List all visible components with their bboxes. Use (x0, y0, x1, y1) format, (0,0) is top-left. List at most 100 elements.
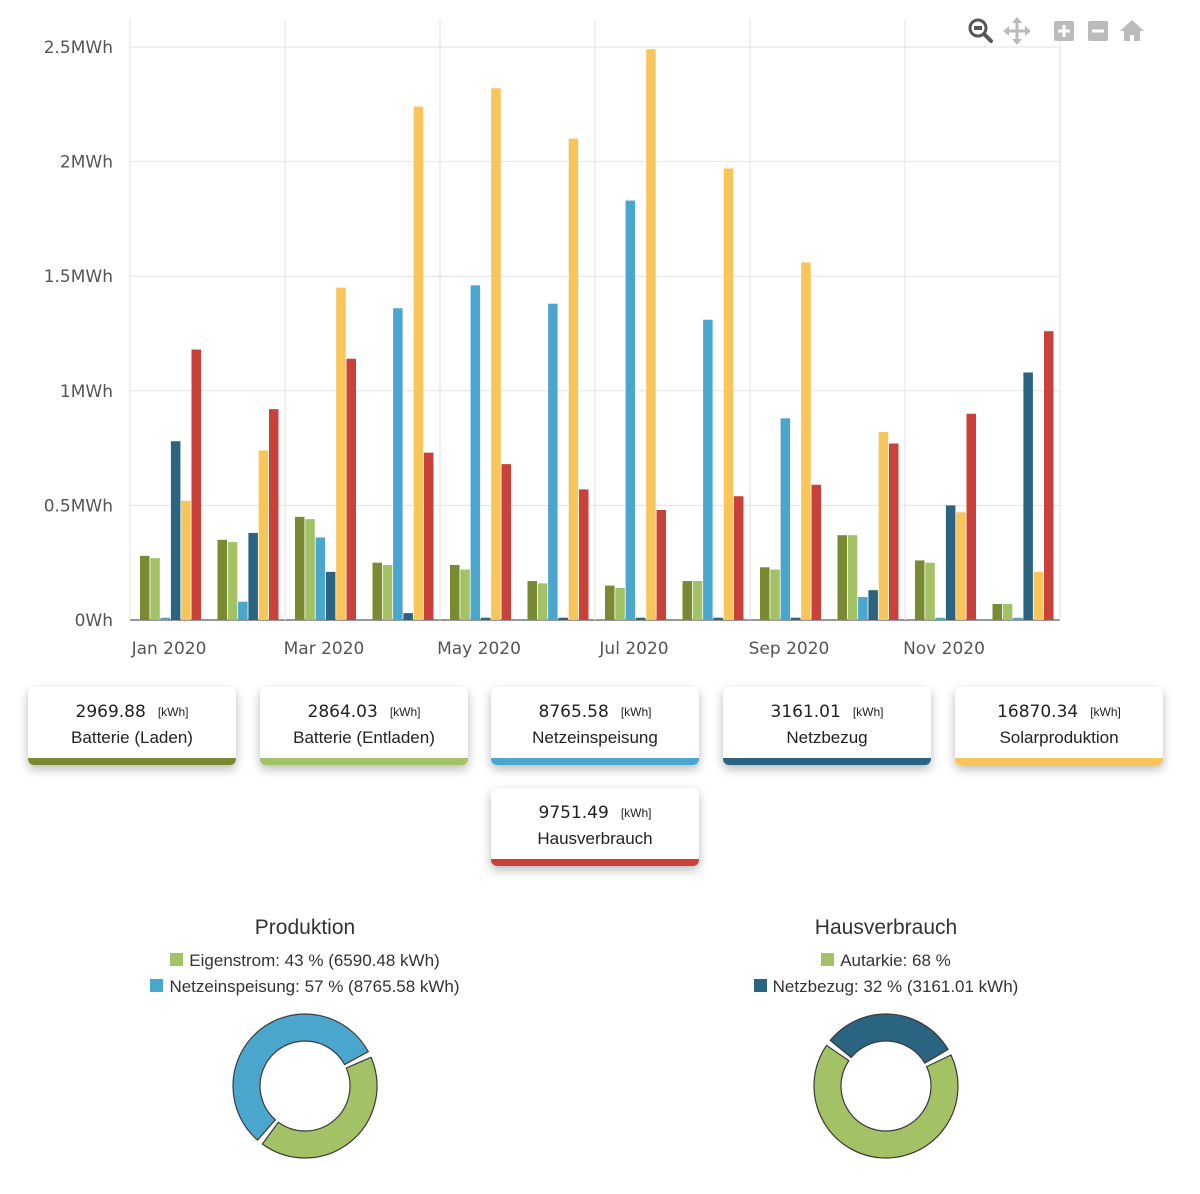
bar-netzbezug-5[interactable] (558, 617, 568, 620)
bar-batterie-entladen--4[interactable] (460, 569, 470, 620)
bar-batterie-entladen--3[interactable] (382, 564, 393, 620)
donut-slice-autarkie[interactable] (813, 1044, 959, 1159)
bar-netzbezug-11[interactable] (1023, 372, 1033, 620)
bar-batterie-laden--1[interactable] (217, 539, 228, 620)
legend-item-netzeinspeisung[interactable]: Netzeinspeisung: 57 % (8765.58 kWh) (125, 974, 485, 1000)
bar-hausverbrauch-8[interactable] (811, 484, 822, 620)
zoom-icon[interactable] (965, 16, 995, 46)
card-color-bar (491, 758, 699, 765)
bar-batterie-entladen--5[interactable] (537, 583, 548, 620)
bar-netzbezug-8[interactable] (790, 617, 801, 620)
legend-label: Eigenstrom: 43 % (6590.48 kWh) (189, 951, 440, 970)
zoom-out-icon[interactable] (1083, 16, 1113, 46)
bar-solarproduktion-9[interactable] (878, 432, 889, 620)
bar-netzeinspeisung-10[interactable] (935, 617, 946, 620)
bar-netzeinspeisung-9[interactable] (858, 597, 868, 620)
bar-solarproduktion-3[interactable] (413, 106, 424, 621)
bar-batterie-entladen--6[interactable] (615, 587, 625, 620)
bar-solarproduktion-1[interactable] (258, 450, 269, 620)
bar-netzeinspeisung-2[interactable] (315, 537, 326, 620)
bar-hausverbrauch-10[interactable] (966, 413, 977, 620)
bar-netzeinspeisung-8[interactable] (780, 418, 791, 620)
card-batterie-entladen[interactable]: 2864.03 [kWh] Batterie (Entladen) (260, 687, 468, 765)
bars[interactable] (140, 49, 1054, 621)
bar-hausverbrauch-4[interactable] (501, 464, 512, 620)
x-tick-label: Mar 2020 (284, 639, 365, 659)
legend-label: Autarkie: 68 % (840, 951, 951, 970)
bar-batterie-laden--11[interactable] (992, 603, 1003, 620)
card-batterie-laden[interactable]: 2969.88 [kWh] Batterie (Laden) (28, 687, 236, 765)
zoom-in-icon[interactable] (1049, 16, 1079, 46)
bar-batterie-entladen--0[interactable] (150, 558, 160, 620)
bar-netzeinspeisung-3[interactable] (393, 308, 403, 620)
bar-batterie-laden--9[interactable] (837, 535, 848, 620)
reset-home-icon[interactable] (1117, 16, 1147, 46)
bar-solarproduktion-11[interactable] (1033, 571, 1044, 620)
card-netzeinspeisung[interactable]: 8765.58 [kWh] Netzeinspeisung (491, 687, 699, 765)
bar-batterie-entladen--2[interactable] (305, 519, 315, 620)
bar-batterie-laden--0[interactable] (140, 555, 150, 620)
bar-batterie-laden--2[interactable] (295, 516, 305, 620)
legend-item-netzbezug[interactable]: Netzbezug: 32 % (3161.01 kWh) (706, 974, 1066, 1000)
pan-icon[interactable] (1002, 16, 1032, 46)
bar-netzbezug-0[interactable] (170, 441, 181, 620)
bar-hausverbrauch-3[interactable] (424, 452, 434, 620)
bar-batterie-entladen--9[interactable] (847, 535, 858, 620)
bar-batterie-entladen--11[interactable] (1002, 603, 1013, 620)
bar-batterie-entladen--1[interactable] (227, 542, 238, 620)
bar-batterie-laden--7[interactable] (682, 581, 693, 620)
bar-solarproduktion-7[interactable] (723, 168, 734, 620)
bar-batterie-entladen--7[interactable] (692, 581, 703, 620)
bar-netzbezug-10[interactable] (945, 505, 956, 620)
bar-solarproduktion-6[interactable] (646, 49, 656, 621)
bar-batterie-laden--3[interactable] (372, 562, 383, 620)
bar-netzbezug-1[interactable] (248, 532, 258, 620)
bar-netzeinspeisung-11[interactable] (1013, 617, 1023, 620)
bar-batterie-laden--4[interactable] (450, 564, 460, 620)
bar-netzeinspeisung-5[interactable] (548, 303, 558, 620)
bar-netzbezug-6[interactable] (635, 617, 646, 620)
bar-hausverbrauch-1[interactable] (269, 409, 279, 620)
bar-hausverbrauch-9[interactable] (889, 443, 899, 620)
bar-hausverbrauch-0[interactable] (191, 349, 202, 620)
bar-netzeinspeisung-0[interactable] (160, 617, 171, 620)
donut-slices[interactable] (813, 1013, 959, 1159)
bar-batterie-laden--8[interactable] (760, 567, 770, 620)
bar-hausverbrauch-5[interactable] (579, 489, 589, 620)
bar-hausverbrauch-2[interactable] (346, 358, 357, 620)
bar-netzbezug-9[interactable] (868, 590, 878, 620)
bar-solarproduktion-2[interactable] (336, 287, 346, 620)
bar-batterie-laden--6[interactable] (605, 585, 615, 620)
card-solarproduktion[interactable]: 16870.34 [kWh] Solarproduktion (955, 687, 1163, 765)
legend-item-autarkie[interactable]: Autarkie: 68 % (706, 948, 1066, 974)
bar-solarproduktion-5[interactable] (568, 138, 579, 620)
bar-netzeinspeisung-1[interactable] (238, 601, 248, 620)
bar-solarproduktion-4[interactable] (491, 88, 501, 621)
bar-netzeinspeisung-6[interactable] (625, 200, 636, 620)
card-netzbezug[interactable]: 3161.01 [kWh] Netzbezug (723, 687, 931, 765)
donut-slice-eigenstrom[interactable] (261, 1056, 378, 1159)
bar-batterie-laden--10[interactable] (915, 560, 925, 620)
bar-hausverbrauch-7[interactable] (734, 496, 744, 620)
bar-netzeinspeisung-4[interactable] (470, 285, 481, 620)
bar-hausverbrauch-6[interactable] (656, 509, 667, 620)
bar-solarproduktion-10[interactable] (956, 512, 966, 620)
bar-solarproduktion-8[interactable] (801, 262, 811, 620)
bar-batterie-entladen--10[interactable] (925, 562, 935, 620)
bar-netzbezug-2[interactable] (325, 571, 336, 620)
bar-batterie-entladen--8[interactable] (770, 569, 780, 620)
donut-slices[interactable] (232, 1013, 378, 1159)
bar-solarproduktion-0[interactable] (181, 500, 191, 620)
y-tick-label: 2MWh (60, 153, 113, 173)
bar-netzeinspeisung-7[interactable] (703, 319, 713, 620)
bar-batterie-laden--5[interactable] (527, 581, 538, 620)
card-hausverbrauch[interactable]: 9751.49 [kWh] Hausverbrauch (491, 788, 699, 866)
legend-item-eigenstrom[interactable]: Eigenstrom: 43 % (6590.48 kWh) (125, 948, 485, 974)
donut-slice-netzbezug[interactable] (829, 1013, 949, 1064)
hausverbrauch-title: Hausverbrauch (814, 916, 958, 939)
bar-hausverbrauch-11[interactable] (1044, 331, 1054, 620)
bar-netzbezug-4[interactable] (480, 617, 491, 620)
bar-netzbezug-3[interactable] (403, 613, 413, 620)
bar-netzbezug-7[interactable] (713, 617, 723, 620)
donut-slice-netzeinspeisung[interactable] (232, 1013, 370, 1141)
